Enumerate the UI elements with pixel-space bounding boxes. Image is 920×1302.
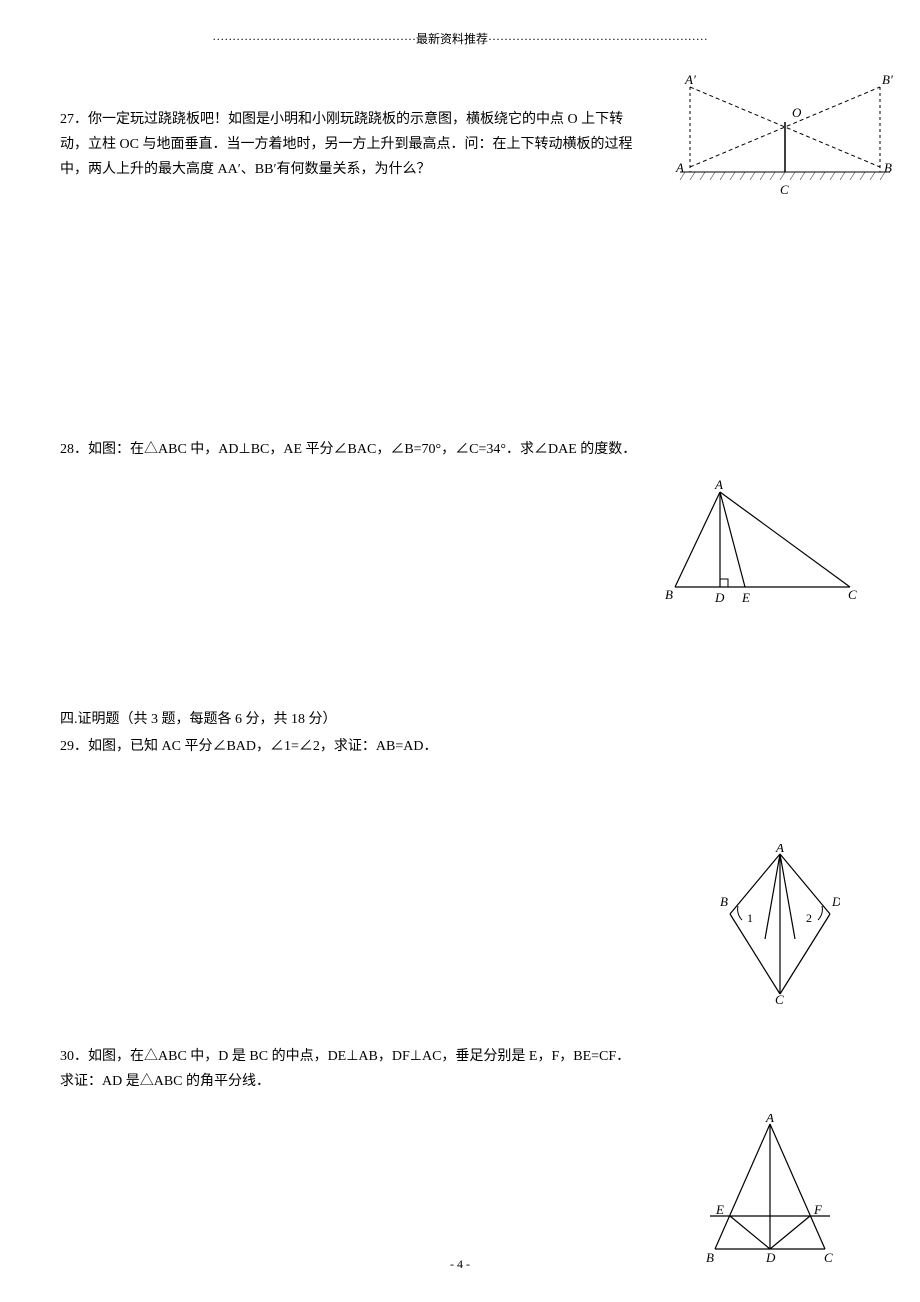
svg-text:C: C — [780, 182, 789, 197]
svg-text:D: D — [714, 590, 725, 605]
page-number: - 4 - — [0, 1257, 920, 1272]
svg-text:A: A — [714, 477, 723, 492]
svg-text:E: E — [715, 1202, 724, 1217]
svg-text:1: 1 — [747, 911, 753, 925]
problem-29-text: 29．如图，已知 AC 平分∠BAD，∠1=∠2，求证：AB=AD． — [60, 734, 860, 759]
svg-text:C: C — [848, 587, 857, 602]
header-dotted-line: ········································… — [60, 30, 860, 47]
problem-27-text: 27．你一定玩过跷跷板吧！如图是小明和小刚玩跷跷板的示意图，横板绕它的中点 O … — [60, 107, 650, 183]
problem-28-text: 28．如图：在△ABC 中，AD⊥BC，AE 平分∠BAC，∠B=70°，∠C=… — [60, 437, 860, 462]
problem-28: 28．如图：在△ABC 中，AD⊥BC，AE 平分∠BAC，∠B=70°，∠C=… — [60, 437, 860, 607]
svg-text:C: C — [775, 992, 784, 1004]
svg-text:2: 2 — [806, 911, 812, 925]
svg-text:A′: A′ — [684, 72, 696, 87]
problem-30-number: 30 — [60, 1049, 74, 1064]
seesaw-diagram: A′ B′ O A B C — [670, 72, 900, 202]
svg-text:F: F — [813, 1202, 823, 1217]
svg-text:D: D — [831, 894, 840, 909]
problem-28-body: ．如图：在△ABC 中，AD⊥BC，AE 平分∠BAC，∠B=70°，∠C=34… — [74, 442, 636, 457]
section-4-title: 四.证明题（共 3 题，每题各 6 分，共 18 分） — [60, 707, 860, 732]
problem-27: 27．你一定玩过跷跷板吧！如图是小明和小刚玩跷跷板的示意图，横板绕它的中点 O … — [60, 107, 860, 237]
problem-30-text: 30．如图，在△ABC 中，D 是 BC 的中点，DE⊥AB，DF⊥AC，垂足分… — [60, 1044, 760, 1094]
kite-diagram: A B D C 1 2 — [720, 844, 840, 1004]
problem-29-number: 29 — [60, 739, 74, 754]
section-4: 四.证明题（共 3 题，每题各 6 分，共 18 分） — [60, 707, 860, 732]
svg-text:B: B — [720, 894, 728, 909]
problem-30-body-line1: ．如图，在△ABC 中，D 是 BC 的中点，DE⊥AB，DF⊥AC，垂足分别是… — [74, 1049, 630, 1064]
svg-text:B′: B′ — [882, 72, 893, 87]
problem-30-body-line2: 求证：AD 是△ABC 的角平分线． — [60, 1074, 270, 1089]
svg-text:B: B — [884, 160, 892, 175]
svg-text:O: O — [792, 105, 802, 120]
triangle-bisector-diagram: A E F B D C — [700, 1114, 840, 1264]
problem-27-body: ．你一定玩过跷跷板吧！如图是小明和小刚玩跷跷板的示意图，横板绕它的中点 O 上下… — [60, 112, 632, 177]
svg-text:E: E — [741, 590, 750, 605]
svg-text:A: A — [775, 844, 784, 855]
problem-28-number: 28 — [60, 442, 74, 457]
problem-29-body: ．如图，已知 AC 平分∠BAD，∠1=∠2，求证：AB=AD． — [74, 739, 437, 754]
problem-27-number: 27 — [60, 112, 74, 127]
svg-text:A: A — [765, 1114, 774, 1125]
problem-30: 30．如图，在△ABC 中，D 是 BC 的中点，DE⊥AB，DF⊥AC，垂足分… — [60, 1044, 860, 1224]
triangle-abc-diagram: A B D E C — [660, 477, 860, 607]
problem-29: 29．如图，已知 AC 平分∠BAD，∠1=∠2，求证：AB=AD． A B D… — [60, 734, 860, 954]
svg-text:B: B — [665, 587, 673, 602]
svg-text:A: A — [675, 160, 684, 175]
